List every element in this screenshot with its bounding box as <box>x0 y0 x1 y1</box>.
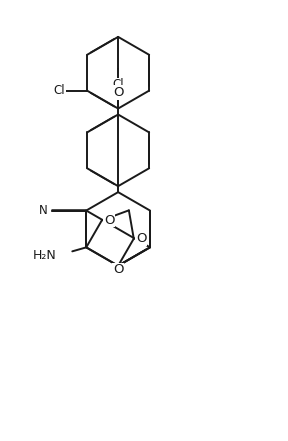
Text: O: O <box>104 214 114 227</box>
Text: Cl: Cl <box>112 78 124 91</box>
Text: O: O <box>113 86 123 99</box>
Text: O: O <box>136 232 146 245</box>
Text: N: N <box>39 204 48 217</box>
Text: Cl: Cl <box>53 84 65 97</box>
Text: H₂N: H₂N <box>33 249 56 262</box>
Text: O: O <box>113 263 123 276</box>
